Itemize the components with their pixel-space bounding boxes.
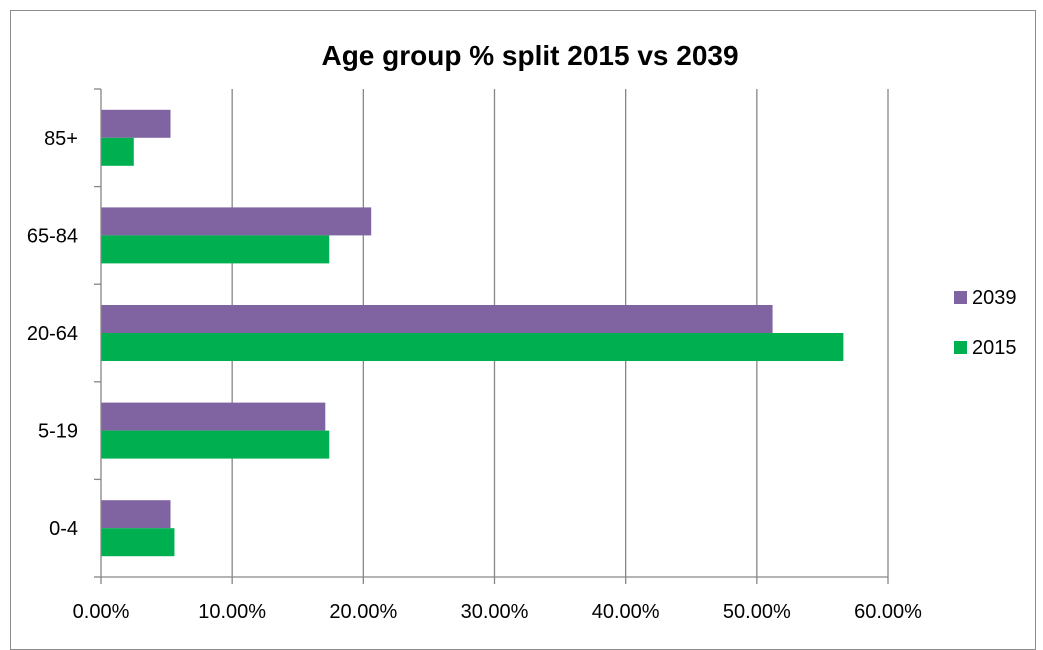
x-tick-label: 60.00% xyxy=(854,601,922,623)
bar-2015-85+ xyxy=(101,137,134,166)
x-tick-label: 40.00% xyxy=(592,601,660,623)
bar-2039-0-4 xyxy=(101,500,171,529)
bar-2015-65-84 xyxy=(101,235,330,264)
y-tick-label: 85+ xyxy=(44,128,78,150)
y-tick-label: 65-84 xyxy=(27,225,78,247)
bar-2039-20-64 xyxy=(101,305,773,333)
x-tick-label: 50.00% xyxy=(723,601,791,623)
x-tick-label: 30.00% xyxy=(461,601,529,623)
x-tick-label: 0.00% xyxy=(73,601,130,623)
y-tick-label: 20-64 xyxy=(27,323,78,345)
legend-label-2015: 2015 xyxy=(972,337,1017,359)
bar-2015-5-19 xyxy=(101,430,330,459)
legend-label-2039: 2039 xyxy=(972,287,1017,309)
legend-swatch-2015 xyxy=(954,341,967,354)
chart-title: Age group % split 2015 vs 2039 xyxy=(321,40,738,71)
bar-2039-65-84 xyxy=(101,207,372,236)
x-tick-label: 20.00% xyxy=(329,601,397,623)
x-tick-label: 10.00% xyxy=(198,601,266,623)
bar-2015-20-64 xyxy=(101,333,844,361)
bar-2015-0-4 xyxy=(101,528,175,557)
bar-chart: Age group % split 2015 vs 2039 0.00% 10.0… xyxy=(27,40,1017,623)
y-tick-label: 0-4 xyxy=(49,518,78,540)
bar-2039-5-19 xyxy=(101,402,326,431)
y-tick-label: 5-19 xyxy=(38,421,78,443)
legend-swatch-2039 xyxy=(954,291,967,304)
bar-2039-85+ xyxy=(101,109,171,138)
